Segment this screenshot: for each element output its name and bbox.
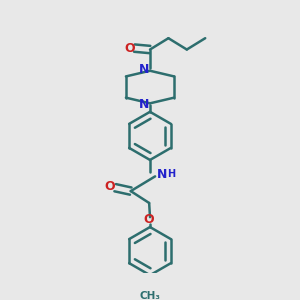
Text: H: H <box>168 169 176 179</box>
Text: O: O <box>124 42 135 55</box>
Text: CH₃: CH₃ <box>140 291 160 300</box>
Text: O: O <box>105 180 116 193</box>
Text: O: O <box>143 214 154 226</box>
Text: N: N <box>139 98 149 111</box>
Text: N: N <box>157 169 167 182</box>
Text: N: N <box>139 63 149 76</box>
